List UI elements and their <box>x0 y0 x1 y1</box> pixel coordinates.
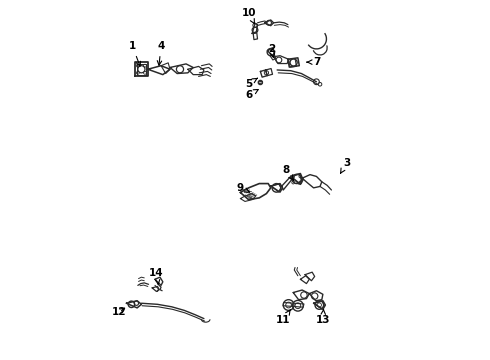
Text: 11: 11 <box>276 310 291 325</box>
Text: 14: 14 <box>149 268 164 284</box>
Text: 4: 4 <box>157 41 165 65</box>
Text: 5: 5 <box>245 78 257 89</box>
Text: 3: 3 <box>341 158 350 173</box>
Text: 8: 8 <box>282 165 294 180</box>
Text: 7: 7 <box>307 57 320 67</box>
Text: 6: 6 <box>245 90 258 100</box>
Text: 12: 12 <box>112 307 126 317</box>
Text: 9: 9 <box>237 183 249 193</box>
Text: 10: 10 <box>241 8 256 24</box>
Text: 2: 2 <box>268 44 275 57</box>
Text: 1: 1 <box>129 41 141 66</box>
Text: 13: 13 <box>316 309 330 325</box>
